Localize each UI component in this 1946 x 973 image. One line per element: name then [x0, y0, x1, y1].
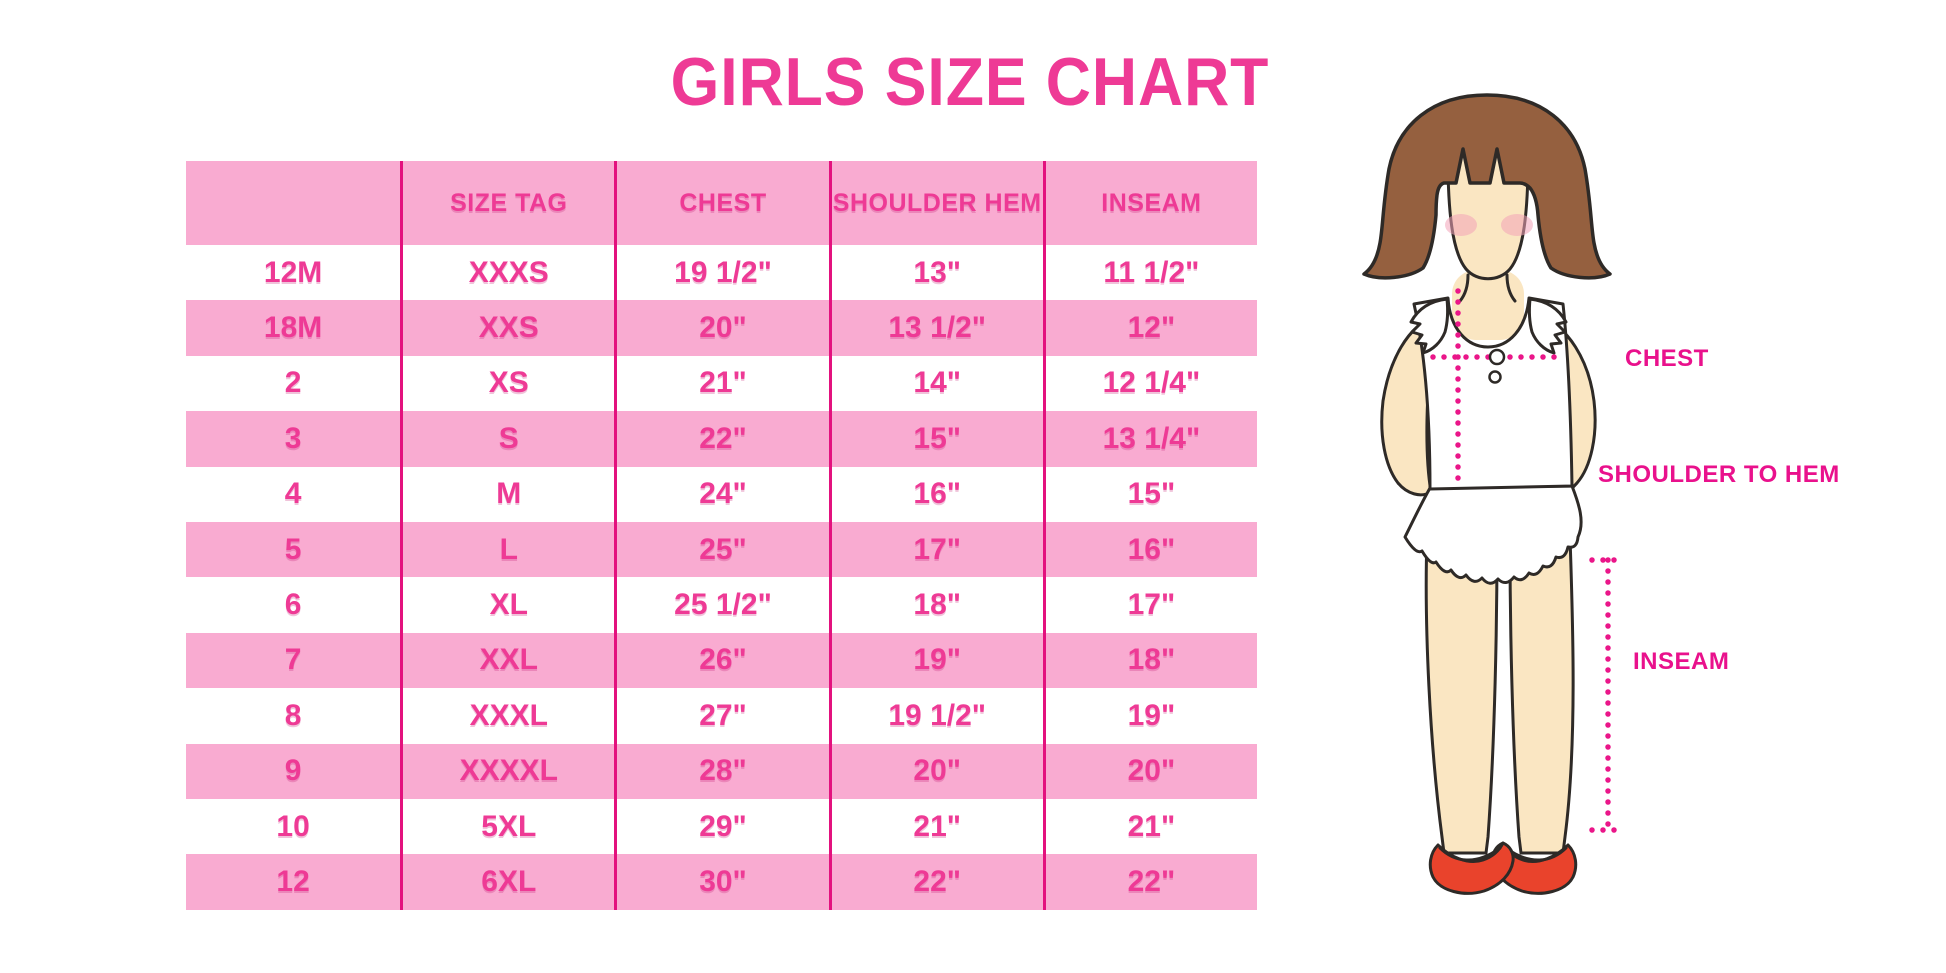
- table-cell: 21": [1042, 798, 1257, 855]
- table-cell: 12": [1042, 300, 1257, 356]
- girl-right-blush: [1501, 214, 1533, 236]
- girl-illustration: CHEST SHOULDER TO HEM INSEAM: [1362, 93, 1840, 895]
- table-cell: 16": [1042, 521, 1257, 578]
- table-cell: 4: [284, 477, 302, 511]
- shoulder-to-hem-label: SHOULDER TO HEM: [1598, 461, 1840, 488]
- table-cell: 18": [828, 577, 1043, 633]
- table-cell: 12: [186, 854, 401, 910]
- table-cell: 3: [186, 411, 401, 467]
- table-header-cell: SHOULDER HEM: [828, 161, 1043, 245]
- inseam-label: INSEAM: [1633, 648, 1729, 675]
- table-cell: 27": [614, 688, 828, 744]
- table-header-cell: CHEST: [614, 161, 829, 245]
- girl-skirt: [1403, 484, 1583, 585]
- table-cell: 8: [284, 698, 302, 732]
- table-cell: 17": [1042, 577, 1257, 633]
- girl-top-button-1: [1488, 348, 1506, 366]
- table-cell: 18M: [186, 300, 401, 356]
- page-title: GIRLS SIZE CHART: [670, 44, 1270, 120]
- table-cell: 15": [1042, 466, 1257, 522]
- table-cell: 19": [828, 632, 1043, 689]
- table-cell: XXXXL: [400, 743, 615, 799]
- table-cell: XXS: [400, 300, 615, 356]
- girl-right-sleeve-ruffle: [1527, 297, 1568, 355]
- girl-left-shoe: [1428, 841, 1515, 895]
- table-cell: 26": [614, 632, 829, 689]
- table-cell: 19": [1042, 688, 1257, 744]
- table-cell: 22": [614, 411, 829, 467]
- table-cell: 6XL: [400, 854, 615, 910]
- table-cell: 9: [186, 743, 401, 799]
- girl-top-button-2: [1488, 370, 1502, 384]
- size-chart-table: SIZE TAG CHEST SHOULDER HEM INSEAM 12M XXXS 19…: [186, 161, 1257, 910]
- table-cell: 7: [186, 632, 401, 689]
- table-cell: 24": [614, 466, 828, 522]
- table-cell: XXXL: [400, 688, 614, 744]
- table-cell: 21": [614, 355, 828, 412]
- table-cell: 20": [828, 743, 1043, 799]
- table-cell: XS: [400, 355, 614, 412]
- table-cell: 13 1/4": [1042, 411, 1257, 467]
- table-cell: 21": [828, 798, 1043, 855]
- girl-left-blush: [1445, 214, 1477, 236]
- girl-hair: [1362, 93, 1612, 280]
- table-cell: 12M: [263, 255, 323, 289]
- table-cell: 30": [614, 854, 829, 910]
- table-cell: 12 1/4": [1042, 355, 1257, 412]
- table-cell: 16": [828, 466, 1043, 522]
- table-cell: 22": [1042, 854, 1257, 910]
- girl-left-sleeve-ruffle: [1409, 297, 1450, 355]
- table-cell: 13": [828, 245, 1043, 301]
- table-cell: 25 1/2": [614, 577, 828, 633]
- girl-left-leg: [1424, 535, 1499, 855]
- table-cell: 5: [186, 521, 401, 578]
- table-cell: XXXS: [400, 245, 614, 301]
- table-cell: XL: [400, 577, 614, 633]
- girl-right-leg: [1508, 535, 1575, 855]
- inseam-measure-line: [1589, 557, 1627, 833]
- girl-neck: [1458, 273, 1517, 303]
- table-cell: 2: [284, 366, 302, 400]
- table-cell: 19 1/2": [828, 688, 1043, 744]
- table-header-cell: SIZE TAG: [400, 161, 615, 245]
- table-cell: 6: [284, 588, 302, 622]
- table-cell: 13 1/2": [828, 300, 1043, 356]
- table-cell: XXL: [400, 632, 615, 689]
- table-cell: 10: [276, 809, 310, 843]
- table-cell: 5XL: [400, 798, 614, 855]
- table-cell: 17": [828, 521, 1043, 578]
- table-cell: 14": [828, 355, 1043, 412]
- table-cell: 19 1/2": [614, 245, 828, 301]
- table-cell: 11 1/2": [1042, 245, 1257, 301]
- table-cell: 29": [614, 798, 828, 855]
- table-cell: M: [400, 466, 614, 522]
- table-cell: 22": [828, 854, 1043, 910]
- table-cell: 28": [614, 743, 829, 799]
- table-header-cell: INSEAM: [1042, 161, 1257, 245]
- table-cell: 18": [1042, 632, 1257, 689]
- girl-top: [1412, 296, 1574, 491]
- table-header-cell: [186, 161, 401, 245]
- table-cell: 20": [1042, 743, 1257, 799]
- girl-chest-skin: [1452, 270, 1524, 340]
- table-cell: 20": [614, 300, 829, 356]
- chest-label: CHEST: [1625, 345, 1709, 372]
- table-cell: L: [400, 521, 615, 578]
- table-cell: 15": [828, 411, 1043, 467]
- table-cell: S: [400, 411, 615, 467]
- table-cell: 25": [614, 521, 829, 578]
